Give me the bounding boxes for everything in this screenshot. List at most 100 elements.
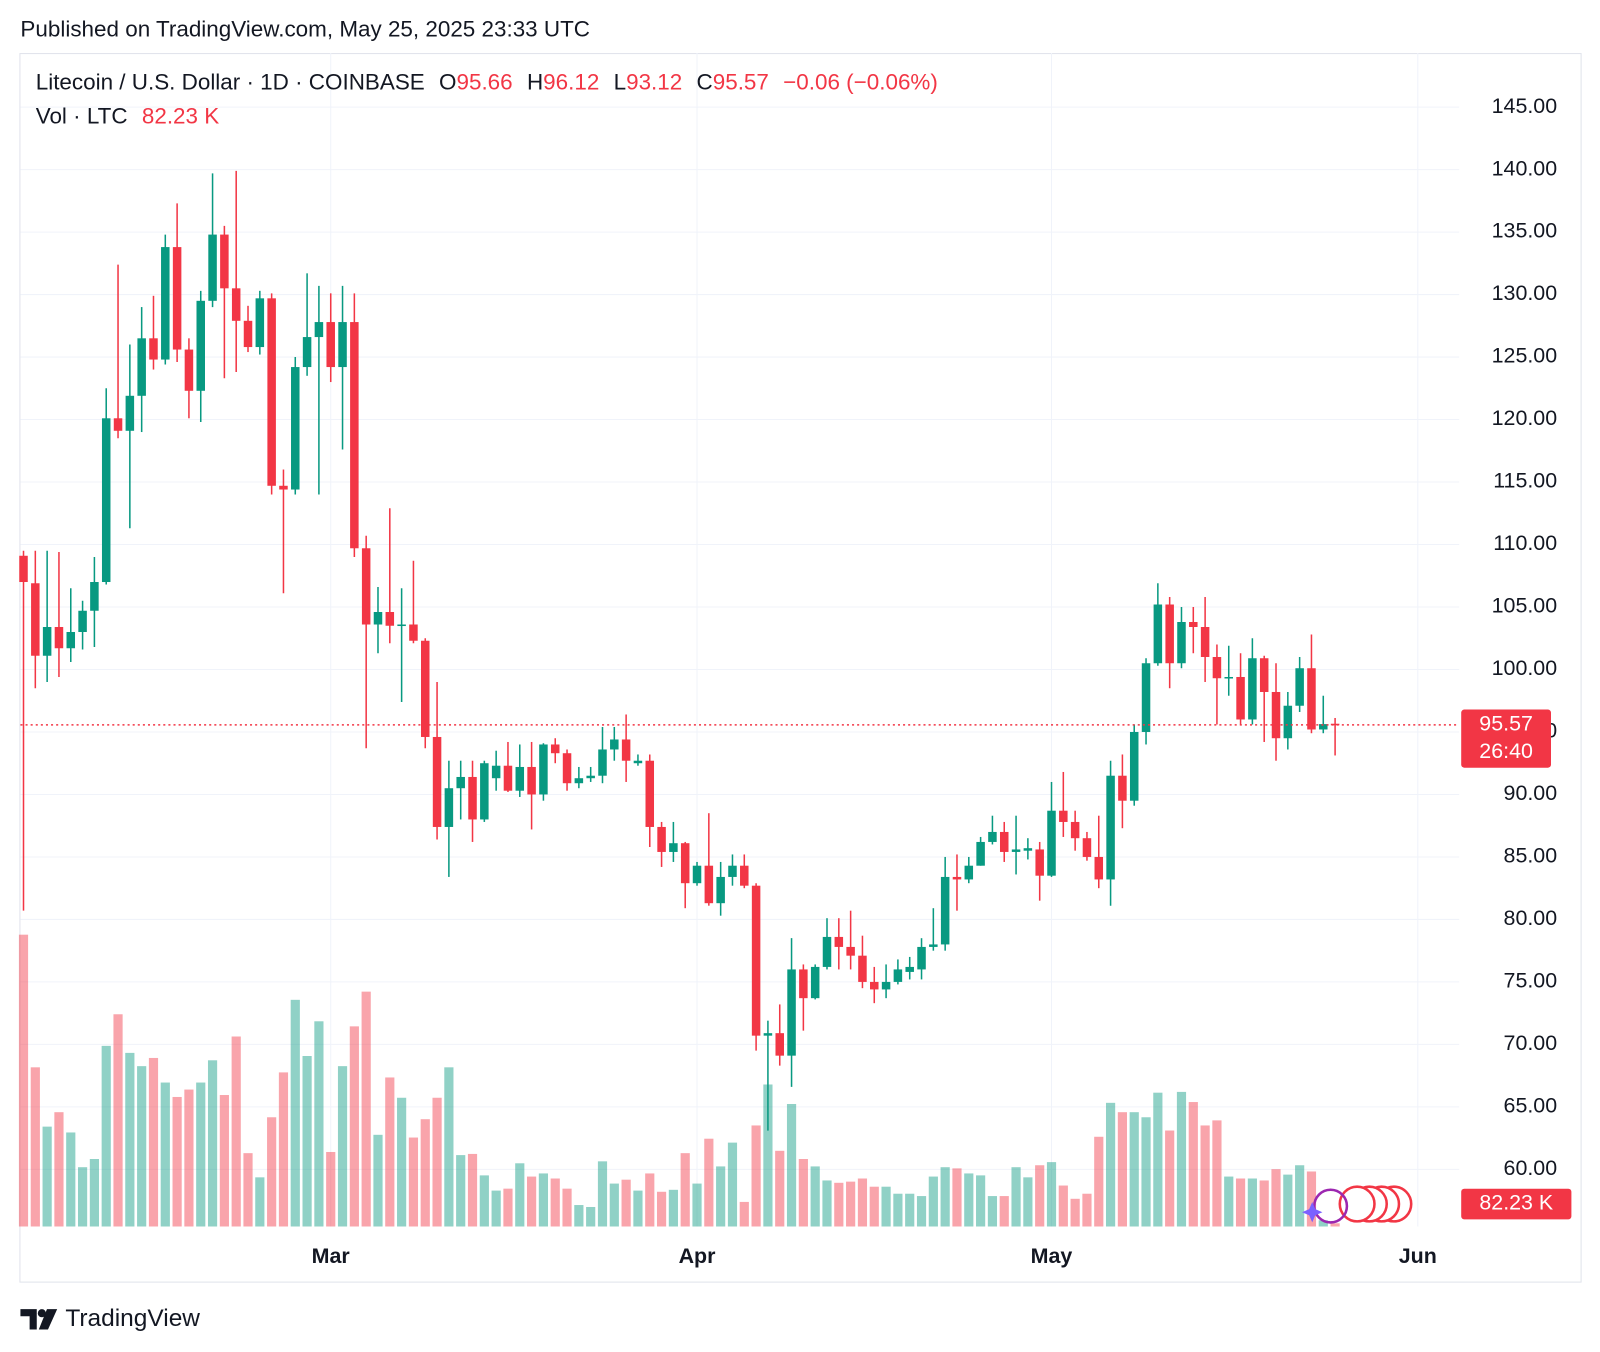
legend-h-label: H xyxy=(527,70,543,95)
legend-low: 93.12 xyxy=(626,70,682,95)
volume-bar xyxy=(586,1206,596,1227)
published-note: Published on TradingView.com, May 25, 20… xyxy=(20,17,590,42)
volume-bar xyxy=(550,1178,560,1227)
volume-bar xyxy=(1023,1177,1033,1227)
volume-tag xyxy=(1461,1188,1572,1220)
candle-body xyxy=(184,349,194,391)
candle-body xyxy=(633,760,643,764)
candle-body xyxy=(1200,626,1210,657)
candle-body xyxy=(1035,849,1044,876)
candle-body xyxy=(515,766,525,791)
volume-bar xyxy=(999,1196,1009,1227)
candle-body xyxy=(787,969,796,1056)
volume-bar xyxy=(1129,1112,1139,1227)
y-tick-label: 80.00 xyxy=(1504,906,1558,930)
candle-body xyxy=(610,739,619,750)
volume-bar xyxy=(916,1196,927,1227)
volume-bar xyxy=(857,1178,868,1227)
candle-body xyxy=(220,234,229,289)
candle-body xyxy=(1259,658,1269,692)
volume-bar xyxy=(574,1205,584,1227)
volume-bar xyxy=(503,1188,513,1227)
volume-bar xyxy=(444,1067,454,1227)
logo-part xyxy=(37,1309,46,1318)
volume-bar xyxy=(243,1153,253,1227)
volume-bar xyxy=(893,1193,903,1227)
volume-bar xyxy=(1212,1120,1222,1227)
volume-bar xyxy=(1011,1167,1021,1227)
y-tick-label: 145.00 xyxy=(1492,94,1558,118)
candle-body xyxy=(999,831,1009,852)
volume-bar xyxy=(397,1097,407,1227)
volume-bar xyxy=(1082,1193,1092,1227)
candle-body xyxy=(893,969,903,982)
volume-bar xyxy=(42,1126,52,1227)
candle-body xyxy=(1106,775,1115,880)
candle-body xyxy=(1165,604,1174,664)
volume-bar xyxy=(680,1153,690,1227)
candle-body xyxy=(208,234,217,301)
volume-bar xyxy=(1330,1223,1340,1227)
brand-name: TradingView xyxy=(65,1305,200,1332)
candle-body xyxy=(621,739,631,761)
volume-bar xyxy=(361,991,371,1227)
volume-bar xyxy=(763,1084,773,1227)
volume-bar xyxy=(137,1066,147,1227)
candle-body xyxy=(350,322,359,549)
candle-body xyxy=(1307,668,1316,730)
volume-bar xyxy=(704,1138,714,1227)
y-tick-label: 90.00 xyxy=(1504,781,1558,805)
y-tick-label: 65.00 xyxy=(1504,1094,1558,1118)
volume-bar xyxy=(538,1173,549,1227)
grid xyxy=(20,53,1460,1227)
volume-bar xyxy=(976,1175,986,1227)
legend-high: 96.12 xyxy=(543,70,599,95)
candle-body xyxy=(338,322,347,368)
y-tick-label: 60.00 xyxy=(1504,1156,1558,1180)
candle-body xyxy=(976,841,985,866)
candle-body xyxy=(810,966,820,999)
candle-body xyxy=(751,885,761,1036)
candle-body xyxy=(846,946,855,956)
volume-bar xyxy=(18,934,29,1227)
legend-o-label: O xyxy=(439,70,456,95)
legend-close: 95.57 xyxy=(713,70,769,95)
candle-body xyxy=(420,640,430,737)
candle-body xyxy=(279,485,288,490)
candle-body xyxy=(1295,668,1304,706)
volume-bar xyxy=(101,1045,111,1227)
candle-body xyxy=(243,320,253,348)
candle-body xyxy=(680,843,690,884)
candle-body xyxy=(562,753,572,784)
y-tick-label: 140.00 xyxy=(1492,156,1558,180)
candle-body xyxy=(1212,656,1222,679)
candle-body xyxy=(1248,658,1257,720)
candle-body xyxy=(255,298,265,348)
volume-bar xyxy=(231,1036,241,1227)
candle-body xyxy=(1330,723,1340,726)
candle-body xyxy=(31,583,40,656)
candle-body xyxy=(940,876,950,945)
volume-bar xyxy=(515,1163,525,1227)
volume-layer xyxy=(18,934,1340,1227)
candle-body xyxy=(728,865,737,877)
candle-body xyxy=(1070,821,1080,839)
volume-bar xyxy=(1141,1117,1151,1227)
volume-bar xyxy=(739,1201,749,1227)
y-tick-label: 70.00 xyxy=(1504,1031,1558,1055)
candle-body xyxy=(326,322,335,368)
price-tag-countdown: 26:40 xyxy=(1479,739,1533,763)
candle-body xyxy=(161,247,170,360)
candle-body xyxy=(905,966,914,972)
candle-body xyxy=(42,626,52,656)
candle-body xyxy=(1023,848,1033,851)
y-tick-label: 75.00 xyxy=(1504,969,1558,993)
candle-body xyxy=(101,418,111,583)
candle-body xyxy=(775,1033,784,1056)
candle-body xyxy=(291,367,300,490)
volume-bar xyxy=(66,1132,76,1227)
volume-bar xyxy=(810,1166,820,1227)
candle-body xyxy=(491,765,501,779)
price-tag xyxy=(1461,709,1551,768)
